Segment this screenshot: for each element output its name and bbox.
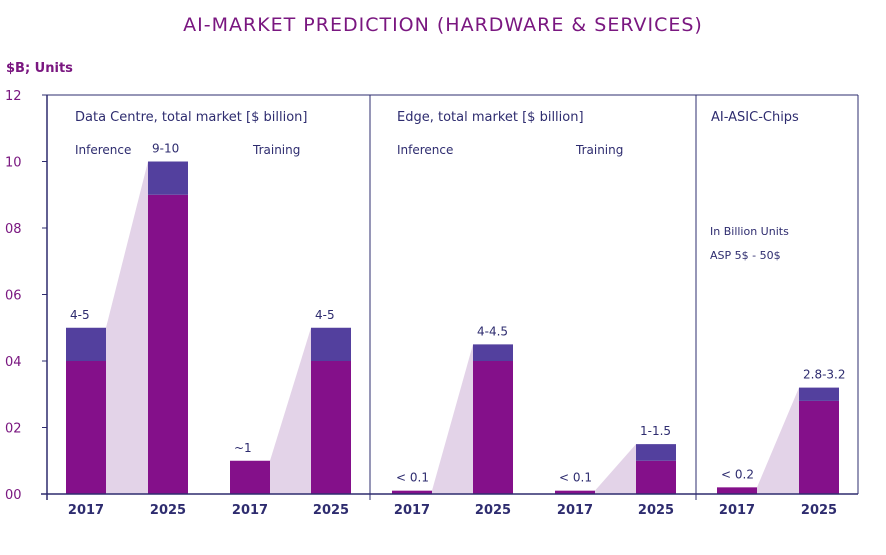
data-label: ~1 [234,441,252,455]
x-tick-label: 2017 [394,503,430,518]
x-tick-label: 2025 [801,503,837,518]
bar-base [799,400,839,494]
bar-range [311,327,351,361]
x-tick-label: 2025 [150,503,186,518]
y-tick-label: 00 [5,488,22,503]
x-tick-label: 2025 [475,503,511,518]
x-tick-label: 2025 [313,503,349,518]
growth-connector [432,344,473,494]
y-tick-label: 04 [5,355,22,370]
bar-base [473,361,513,494]
group-label: Inference [397,143,453,157]
x-tick-label: 2025 [638,503,674,518]
y-tick-label: 02 [5,422,22,437]
data-label: < 0.1 [396,471,429,485]
bar-range [636,444,676,461]
panel-title: Data Centre, total market [$ billion] [75,110,307,125]
data-label: 4-5 [70,308,90,322]
group-label: Training [575,143,623,157]
bar-range [473,344,513,361]
bar-base [148,194,188,494]
y-axis-unit-label: $B; Units [6,61,73,76]
data-label: 2.8-3.2 [803,368,846,382]
bar-range [148,161,188,195]
y-tick-label: 06 [5,289,22,304]
data-label: 1-1.5 [640,424,671,438]
bar-base [311,361,351,494]
chart-title: AI-MARKET PREDICTION (HARDWARE & SERVICE… [183,14,703,36]
y-tick-label: 10 [5,156,22,171]
group-label: Training [252,143,300,157]
x-tick-label: 2017 [232,503,268,518]
growth-connector [270,327,311,494]
y-tick-label: 12 [5,89,22,104]
bar-base [717,487,757,494]
bar-base [555,490,595,494]
data-label: < 0.2 [721,467,754,481]
data-label: 9-10 [152,142,179,156]
bar-range [66,327,106,361]
panel-title: AI-ASIC-Chips [711,110,799,125]
bar-range [799,387,839,401]
y-tick-label: 08 [5,222,22,237]
data-label: < 0.1 [559,471,592,485]
group-label: Inference [75,143,131,157]
bar-base [230,460,270,494]
growth-connector [106,161,148,494]
bar-base [66,361,106,494]
panel-note: ASP 5$ - 50$ [710,249,781,262]
panel-note: In Billion Units [710,225,789,238]
growth-connector [595,444,636,494]
data-label: 4-5 [315,308,335,322]
growth-connector [757,387,799,494]
panel-title: Edge, total market [$ billion] [397,110,584,125]
data-label: 4-4.5 [477,324,508,338]
bar-base [636,460,676,494]
x-tick-label: 2017 [719,503,755,518]
x-tick-label: 2017 [557,503,593,518]
bar-base [392,490,432,494]
x-tick-label: 2017 [68,503,104,518]
